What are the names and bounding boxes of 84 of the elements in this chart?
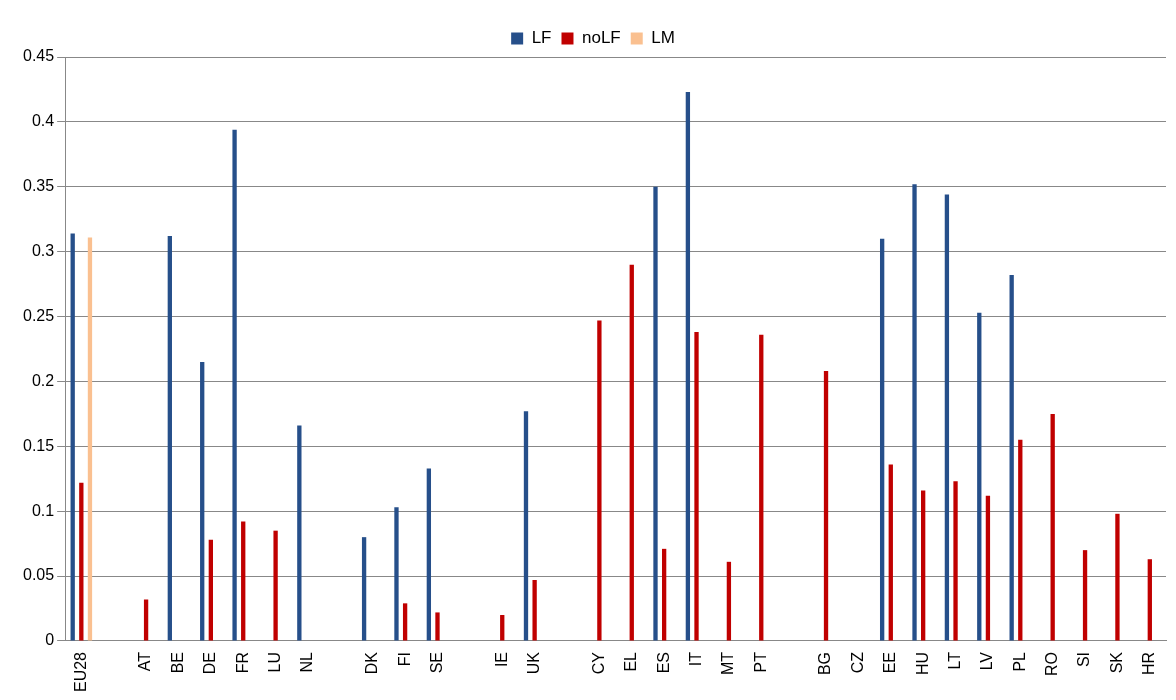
bar <box>921 490 926 641</box>
legend-label: LM <box>651 28 675 48</box>
bar <box>208 539 213 641</box>
x-tick-label: IE <box>492 651 510 668</box>
bar <box>273 530 278 641</box>
bar <box>629 264 634 641</box>
bar <box>879 238 885 641</box>
bar <box>1115 513 1120 641</box>
legend-label: LF <box>531 28 552 48</box>
bar <box>953 481 958 641</box>
bar <box>653 186 658 641</box>
bar <box>597 320 602 641</box>
bar <box>985 495 991 641</box>
x-tick-label: BG <box>816 651 834 676</box>
x-tick-label: IT <box>686 651 704 667</box>
bar <box>143 599 149 641</box>
x-tick-label: AT <box>136 651 154 672</box>
x-tick-label: EE <box>881 651 899 674</box>
bar <box>167 236 172 641</box>
x-tick-label: RO <box>1043 651 1061 676</box>
x-tick-label: HU <box>913 651 931 676</box>
bar <box>1082 550 1088 641</box>
y-tick-label: 0.2 <box>31 371 55 389</box>
bar <box>1050 413 1055 641</box>
bar <box>402 603 408 641</box>
y-tick-label: 0 <box>45 631 55 649</box>
x-tick-label: LU <box>266 651 284 673</box>
x-tick-label: CY <box>589 651 607 675</box>
bar <box>888 464 893 641</box>
bar <box>435 612 440 641</box>
bar <box>79 482 84 641</box>
bar <box>532 579 537 641</box>
bar <box>661 548 667 641</box>
bar <box>977 312 982 641</box>
y-tick-label: 0.35 <box>23 177 55 195</box>
bar <box>1018 439 1023 641</box>
bar <box>500 615 505 641</box>
x-tick-label: DE <box>201 651 219 675</box>
x-tick-label: PT <box>751 651 769 673</box>
x-tick-label: SE <box>427 651 445 674</box>
y-tick-label: 0.25 <box>23 306 55 324</box>
x-tick-label: LV <box>978 651 996 671</box>
y-tick-label: 0.4 <box>31 112 55 130</box>
x-tick-label: SI <box>1075 651 1093 668</box>
x-tick-label: FI <box>395 651 413 667</box>
bar <box>200 361 205 641</box>
bar <box>1009 275 1014 641</box>
bar <box>944 194 950 641</box>
bar <box>426 468 432 641</box>
bar <box>726 561 732 641</box>
bar <box>759 334 764 641</box>
x-tick-label: FR <box>233 651 251 674</box>
x-tick-label: PL <box>1010 651 1028 672</box>
y-tick-label: 0.1 <box>31 501 55 519</box>
bar <box>1147 559 1152 641</box>
x-tick-label: SK <box>1107 651 1125 674</box>
bar <box>232 129 237 641</box>
x-tick-label: MT <box>719 651 737 676</box>
bar <box>523 411 529 641</box>
y-tick-label: 0.15 <box>23 436 55 454</box>
x-tick-label: CZ <box>848 651 866 674</box>
bar <box>823 371 829 641</box>
bar <box>912 184 917 641</box>
y-tick-label: 0.3 <box>31 242 55 260</box>
y-tick-label: 0.05 <box>23 566 55 584</box>
bar <box>87 237 93 641</box>
x-tick-label: LT <box>945 651 963 670</box>
legend-label: noLF <box>581 28 621 48</box>
bar <box>70 233 75 641</box>
x-tick-label: EL <box>622 651 640 672</box>
x-tick-label: BE <box>168 651 186 674</box>
x-tick-label: HR <box>1140 651 1158 676</box>
x-tick-label: EU28 <box>71 651 89 693</box>
x-tick-label: NL <box>298 651 316 673</box>
bar <box>297 425 302 641</box>
bar <box>241 521 246 641</box>
bar <box>685 92 691 641</box>
x-tick-label: DK <box>363 651 381 675</box>
x-tick-label: UK <box>525 651 543 675</box>
bar <box>394 507 399 641</box>
x-tick-label: ES <box>654 651 672 674</box>
y-tick-label: 0.45 <box>23 47 55 65</box>
bar <box>361 537 367 641</box>
bar <box>694 332 699 641</box>
